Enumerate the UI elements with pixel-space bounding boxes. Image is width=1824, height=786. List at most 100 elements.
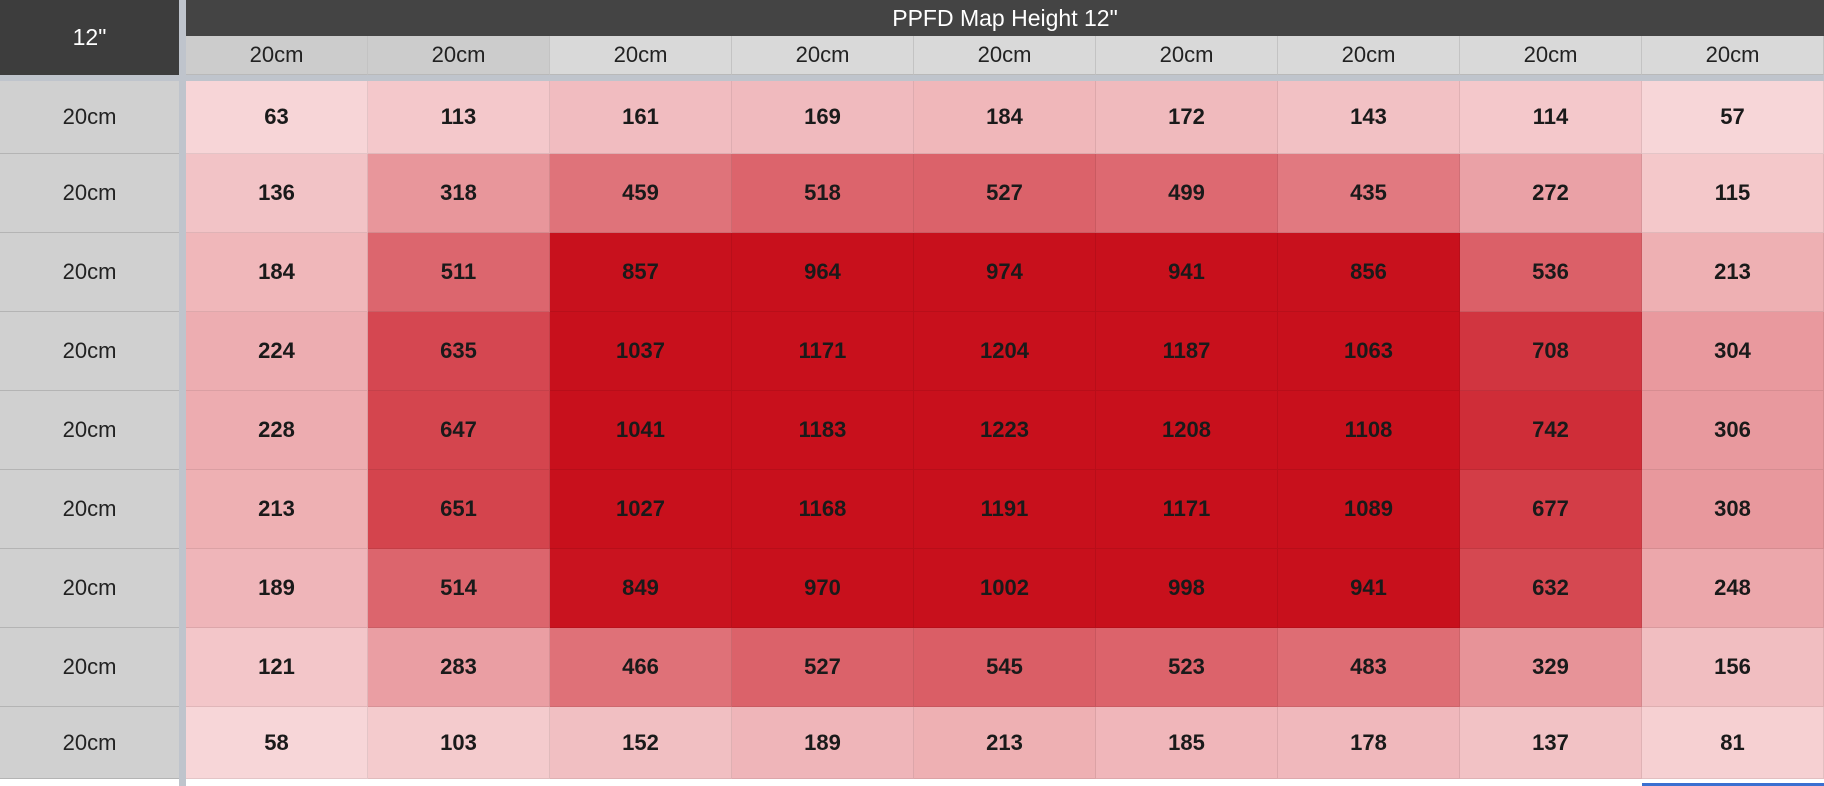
heatmap-cell[interactable]: 1063 — [1278, 312, 1460, 391]
heatmap-cell[interactable]: 189 — [732, 707, 914, 779]
heatmap-cell[interactable]: 272 — [1460, 154, 1642, 233]
heatmap-cell[interactable]: 647 — [368, 391, 550, 470]
heatmap-cell[interactable]: 459 — [550, 154, 732, 233]
heatmap-cell[interactable]: 178 — [1278, 707, 1460, 779]
row-header[interactable]: 20cm — [0, 549, 179, 628]
heatmap-cell[interactable]: 1191 — [914, 470, 1096, 549]
heatmap-cell[interactable]: 941 — [1096, 233, 1278, 312]
corner-label[interactable]: 12" — [0, 0, 179, 75]
heatmap-cell[interactable]: 161 — [550, 81, 732, 154]
column-header[interactable]: 20cm — [1278, 36, 1460, 75]
heatmap-cell[interactable]: 651 — [368, 470, 550, 549]
heatmap-cell[interactable]: 308 — [1642, 470, 1824, 549]
row-header[interactable]: 20cm — [0, 154, 179, 233]
heatmap-cell[interactable]: 856 — [1278, 233, 1460, 312]
column-header[interactable]: 20cm — [732, 36, 914, 75]
heatmap-cell[interactable]: 849 — [550, 549, 732, 628]
heatmap-cell[interactable]: 483 — [1278, 628, 1460, 707]
heatmap-cell[interactable]: 283 — [368, 628, 550, 707]
heatmap-cell[interactable]: 677 — [1460, 470, 1642, 549]
column-header[interactable]: 20cm — [1642, 36, 1824, 75]
heatmap-cell[interactable]: 81 — [1642, 707, 1824, 779]
heatmap-cell[interactable]: 536 — [1460, 233, 1642, 312]
heatmap-cell[interactable]: 1187 — [1096, 312, 1278, 391]
heatmap-cell[interactable]: 169 — [732, 81, 914, 154]
heatmap-cell[interactable]: 974 — [914, 233, 1096, 312]
heatmap-cell[interactable]: 137 — [1460, 707, 1642, 779]
heatmap-cell[interactable]: 1204 — [914, 312, 1096, 391]
heatmap-cell[interactable]: 1208 — [1096, 391, 1278, 470]
heatmap-cell[interactable]: 632 — [1460, 549, 1642, 628]
row-header[interactable]: 20cm — [0, 81, 179, 154]
heatmap-cell[interactable]: 156 — [1642, 628, 1824, 707]
heatmap-cell[interactable]: 1027 — [550, 470, 732, 549]
heatmap-cell[interactable]: 1183 — [732, 391, 914, 470]
heatmap-cell[interactable]: 304 — [1642, 312, 1824, 391]
heatmap-cell[interactable]: 941 — [1278, 549, 1460, 628]
heatmap-cell[interactable]: 184 — [186, 233, 368, 312]
column-header[interactable]: 20cm — [1460, 36, 1642, 75]
heatmap-cell[interactable]: 184 — [914, 81, 1096, 154]
heatmap-cell[interactable]: 523 — [1096, 628, 1278, 707]
heatmap-cell[interactable]: 63 — [186, 81, 368, 154]
heatmap-cell[interactable]: 435 — [1278, 154, 1460, 233]
heatmap-cell[interactable]: 228 — [186, 391, 368, 470]
heatmap-cell[interactable]: 143 — [1278, 81, 1460, 154]
heatmap-cell[interactable]: 511 — [368, 233, 550, 312]
heatmap-cell[interactable]: 514 — [368, 549, 550, 628]
heatmap-cell[interactable]: 998 — [1096, 549, 1278, 628]
heatmap-cell[interactable]: 58 — [186, 707, 368, 779]
heatmap-cell[interactable]: 1171 — [1096, 470, 1278, 549]
heatmap-cell[interactable]: 136 — [186, 154, 368, 233]
heatmap-cell[interactable]: 213 — [914, 707, 1096, 779]
heatmap-cell[interactable]: 57 — [1642, 81, 1824, 154]
heatmap-cell[interactable]: 213 — [186, 470, 368, 549]
heatmap-cell[interactable]: 527 — [732, 628, 914, 707]
row-header[interactable]: 20cm — [0, 707, 179, 779]
heatmap-cell[interactable]: 1108 — [1278, 391, 1460, 470]
row-header[interactable]: 20cm — [0, 312, 179, 391]
heatmap-cell[interactable]: 964 — [732, 233, 914, 312]
heatmap-cell[interactable]: 1037 — [550, 312, 732, 391]
heatmap-cell[interactable]: 970 — [732, 549, 914, 628]
row-header[interactable]: 20cm — [0, 470, 179, 549]
chart-title[interactable]: PPFD Map Height 12" — [186, 0, 1824, 36]
heatmap-cell[interactable]: 635 — [368, 312, 550, 391]
heatmap-cell[interactable]: 1171 — [732, 312, 914, 391]
heatmap-cell[interactable]: 224 — [186, 312, 368, 391]
column-header[interactable]: 20cm — [914, 36, 1096, 75]
column-header[interactable]: 20cm — [1096, 36, 1278, 75]
heatmap-cell[interactable]: 185 — [1096, 707, 1278, 779]
heatmap-cell[interactable]: 742 — [1460, 391, 1642, 470]
heatmap-cell[interactable]: 1223 — [914, 391, 1096, 470]
heatmap-cell[interactable]: 545 — [914, 628, 1096, 707]
heatmap-cell[interactable]: 499 — [1096, 154, 1278, 233]
column-header[interactable]: 20cm — [550, 36, 732, 75]
heatmap-cell[interactable]: 121 — [186, 628, 368, 707]
row-header[interactable]: 20cm — [0, 628, 179, 707]
heatmap-cell[interactable]: 114 — [1460, 81, 1642, 154]
heatmap-cell[interactable]: 113 — [368, 81, 550, 154]
heatmap-cell[interactable]: 518 — [732, 154, 914, 233]
heatmap-cell[interactable]: 1041 — [550, 391, 732, 470]
heatmap-cell[interactable]: 527 — [914, 154, 1096, 233]
heatmap-cell[interactable]: 152 — [550, 707, 732, 779]
heatmap-cell[interactable]: 329 — [1460, 628, 1642, 707]
heatmap-cell[interactable]: 115 — [1642, 154, 1824, 233]
row-header[interactable]: 20cm — [0, 391, 179, 470]
heatmap-cell[interactable]: 103 — [368, 707, 550, 779]
heatmap-cell[interactable]: 1089 — [1278, 470, 1460, 549]
heatmap-cell[interactable]: 248 — [1642, 549, 1824, 628]
heatmap-cell[interactable]: 708 — [1460, 312, 1642, 391]
heatmap-cell[interactable]: 466 — [550, 628, 732, 707]
heatmap-cell[interactable]: 318 — [368, 154, 550, 233]
heatmap-cell[interactable]: 306 — [1642, 391, 1824, 470]
heatmap-cell[interactable]: 172 — [1096, 81, 1278, 154]
row-header[interactable]: 20cm — [0, 233, 179, 312]
heatmap-cell[interactable]: 857 — [550, 233, 732, 312]
heatmap-cell[interactable]: 1168 — [732, 470, 914, 549]
column-header[interactable]: 20cm — [186, 36, 368, 75]
heatmap-cell[interactable]: 1002 — [914, 549, 1096, 628]
column-header[interactable]: 20cm — [368, 36, 550, 75]
heatmap-cell[interactable]: 189 — [186, 549, 368, 628]
